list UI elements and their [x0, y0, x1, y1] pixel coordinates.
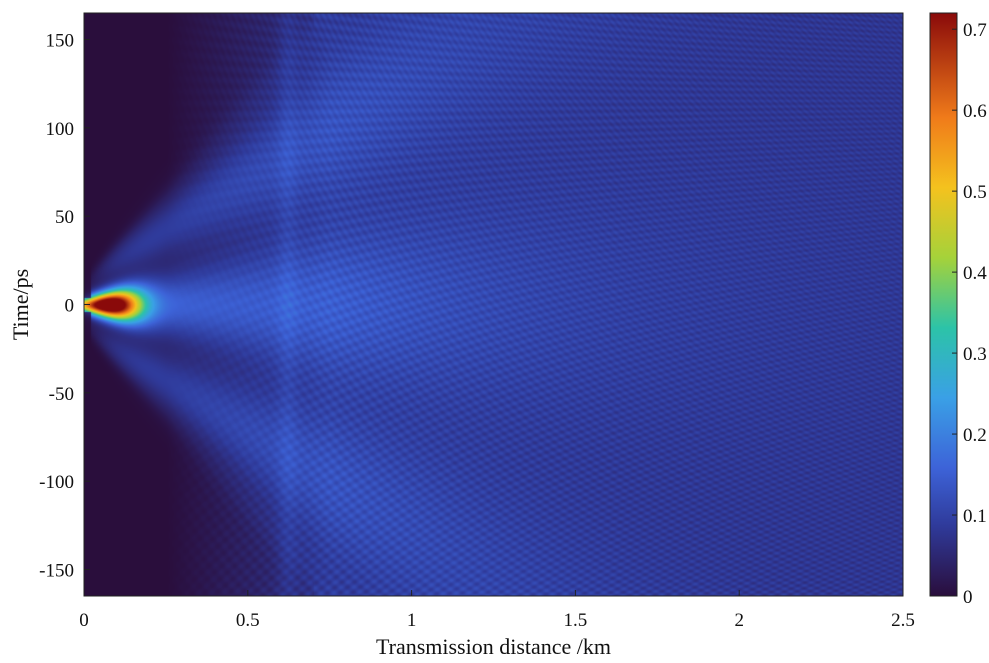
colorbar-gradient [929, 12, 958, 597]
y-tick-label: -100 [39, 472, 74, 493]
colorbar-tick-label: 0.1 [963, 506, 987, 527]
colorbar-tick-label: 0 [963, 587, 973, 608]
colorbar: 0 0.1 0.2 0.3 0.4 0.5 0.6 0.7 [929, 12, 987, 608]
x-axis-label: Transmission distance /km [376, 634, 611, 659]
x-tick-label: 0.5 [236, 610, 260, 631]
colorbar-tick-label: 0.2 [963, 425, 987, 446]
y-tick-label: 100 [46, 119, 75, 140]
x-tick-label: 2 [734, 610, 744, 631]
colorbar-tick-label: 0.5 [963, 182, 987, 203]
y-axis: 150 100 50 0 -50 -100 -150 [39, 31, 90, 582]
colorbar-tick-label: 0.6 [963, 101, 987, 122]
x-tick-label: 1 [407, 610, 417, 631]
colorbar-tick-label: 0.7 [963, 20, 987, 41]
x-axis: 0 0.5 1 1.5 2 2.5 [79, 590, 915, 631]
colorbar-tick-label: 0.4 [963, 263, 987, 284]
x-tick-label: 1.5 [564, 610, 588, 631]
y-tick-label: 150 [46, 31, 75, 52]
y-tick-label: -50 [49, 384, 74, 405]
y-axis-label: Time/ps [8, 269, 33, 340]
x-tick-label: 2.5 [891, 610, 915, 631]
colorbar-tick-label: 0.3 [963, 344, 987, 365]
y-tick-label: -150 [39, 561, 74, 582]
heatmap [84, 13, 903, 596]
colorbar-ticks: 0 0.1 0.2 0.3 0.4 0.5 0.6 0.7 [952, 20, 987, 608]
heatmap-image [84, 13, 903, 596]
y-tick-label: 0 [65, 296, 75, 317]
y-tick-label: 50 [55, 207, 74, 228]
x-tick-label: 0 [79, 610, 89, 631]
